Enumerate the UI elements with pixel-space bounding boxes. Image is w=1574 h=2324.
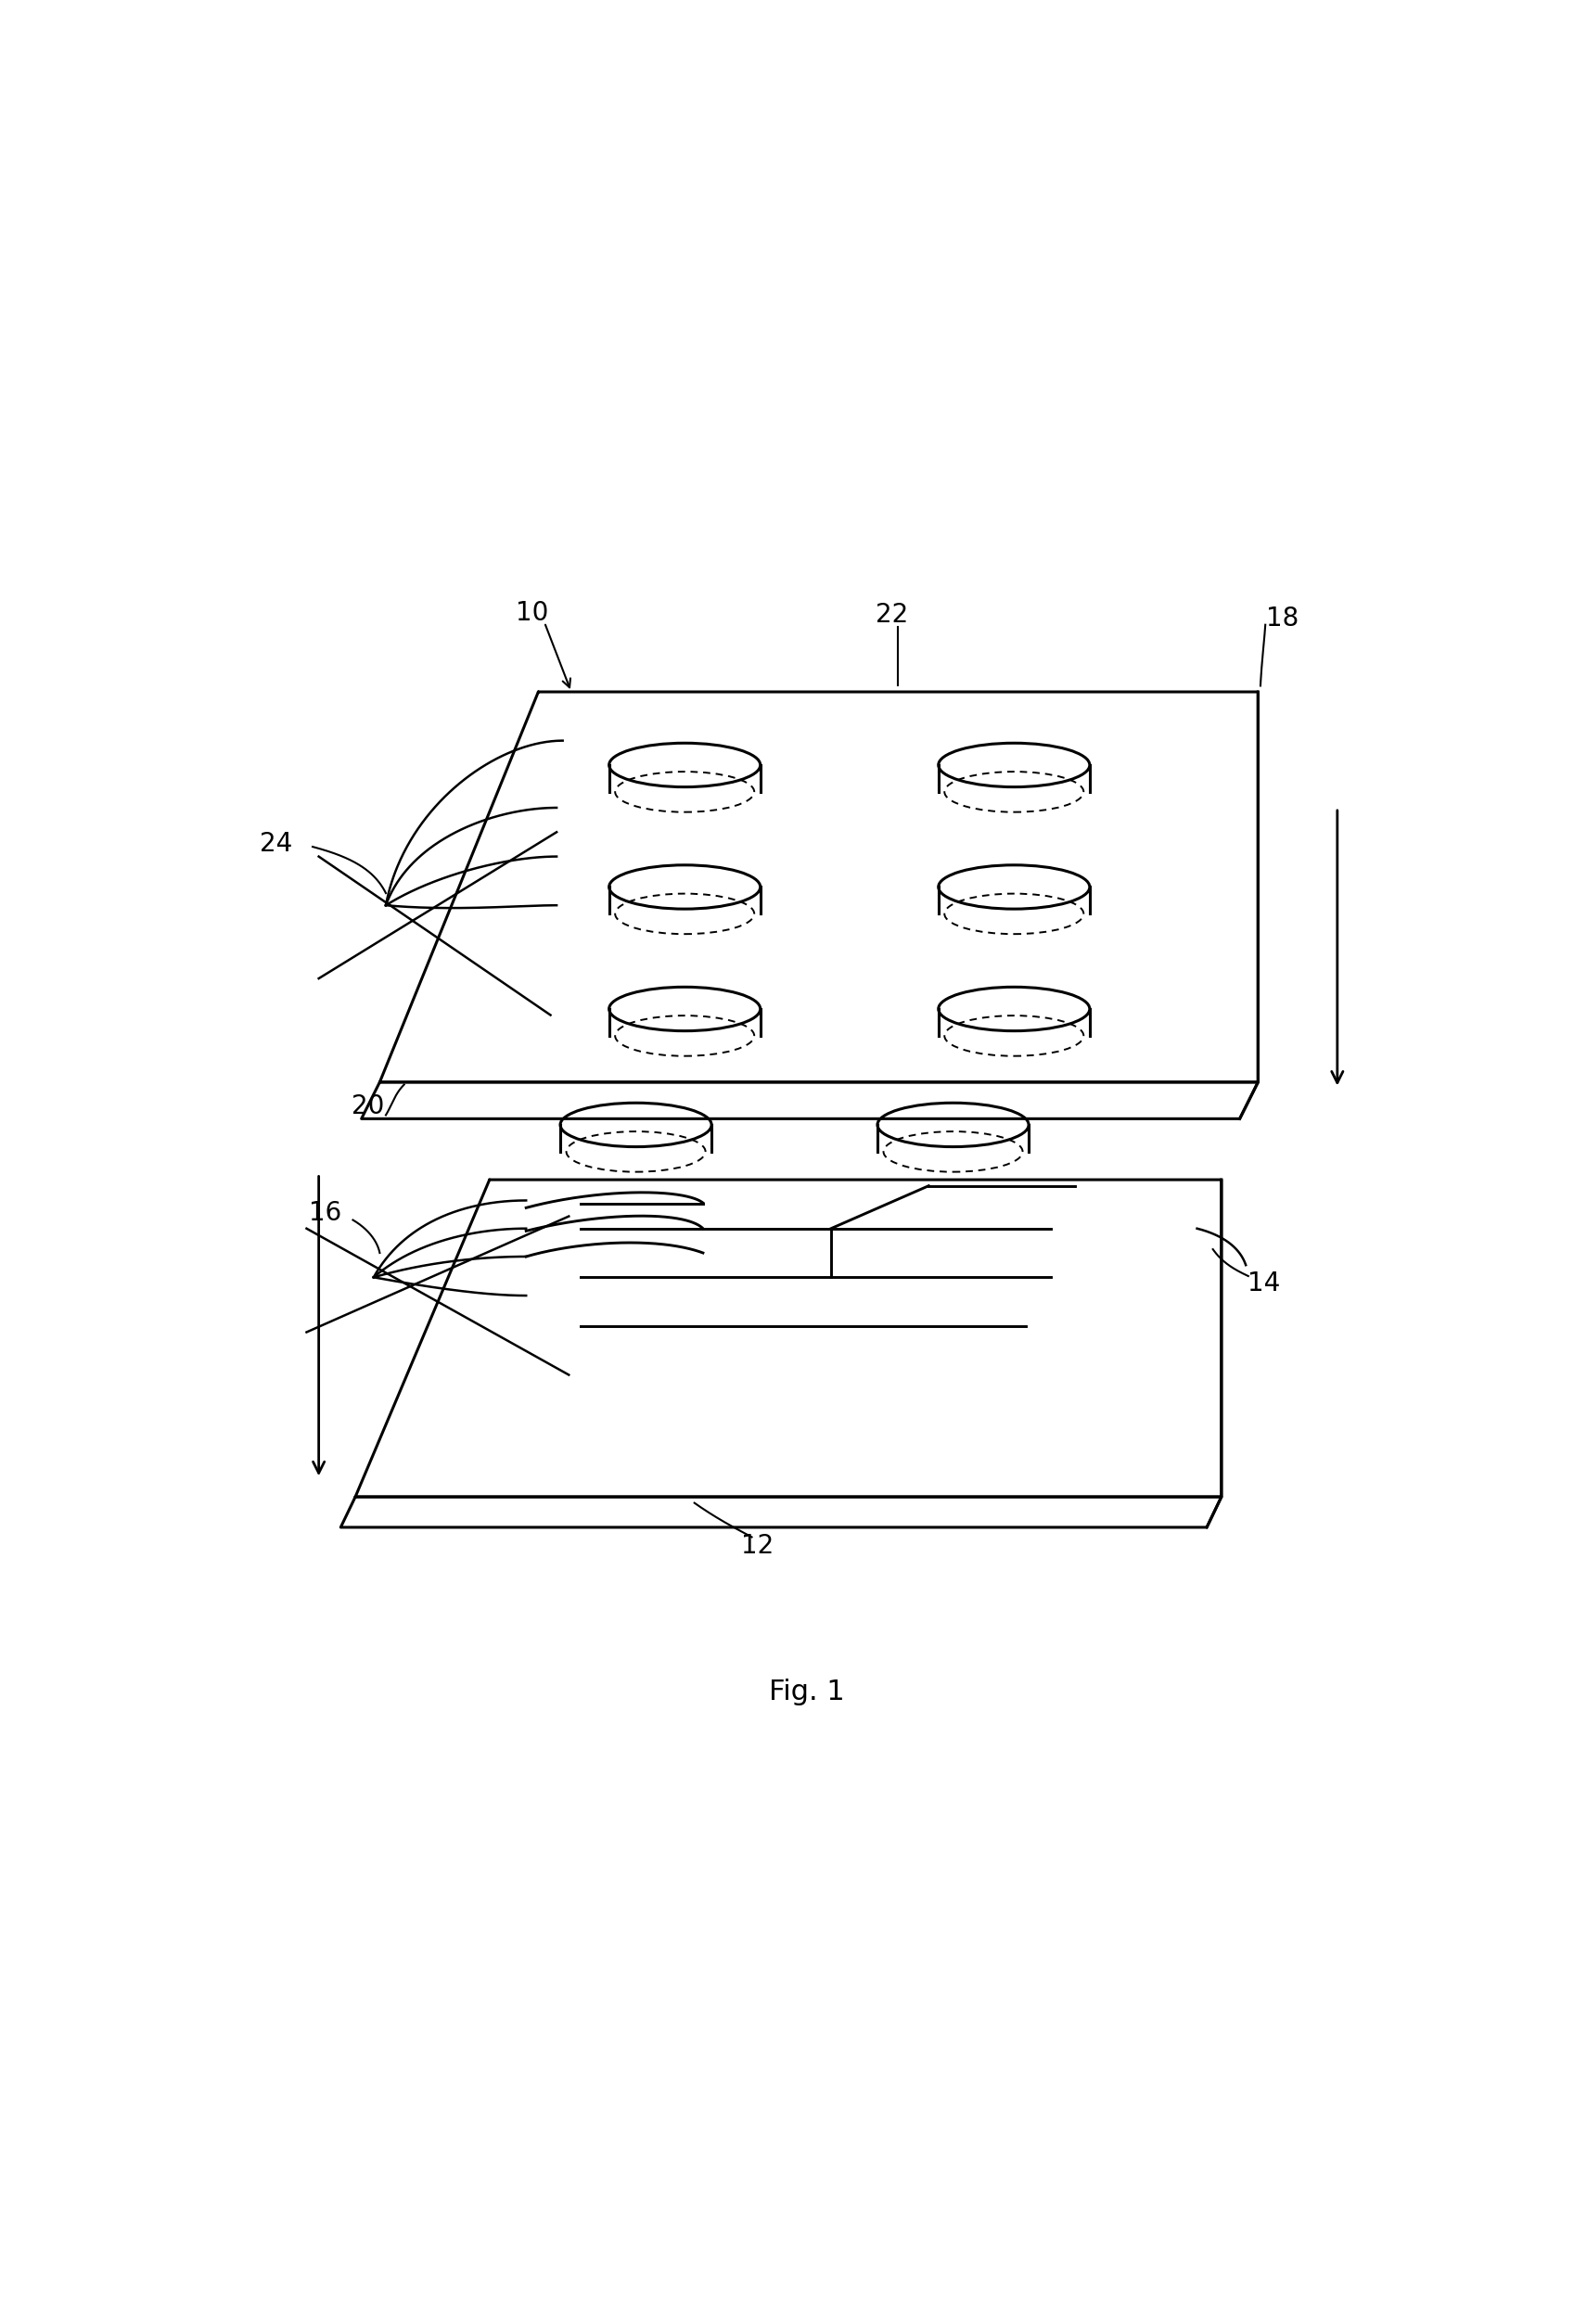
Text: 22: 22 [875, 602, 908, 627]
Text: 14: 14 [1248, 1271, 1281, 1297]
Text: 24: 24 [260, 832, 293, 858]
Text: 20: 20 [351, 1095, 384, 1120]
Text: 10: 10 [516, 600, 549, 625]
Text: Fig. 1: Fig. 1 [768, 1678, 845, 1706]
Text: 18: 18 [1265, 607, 1299, 632]
Text: 12: 12 [741, 1532, 774, 1559]
Text: 16: 16 [309, 1199, 342, 1225]
